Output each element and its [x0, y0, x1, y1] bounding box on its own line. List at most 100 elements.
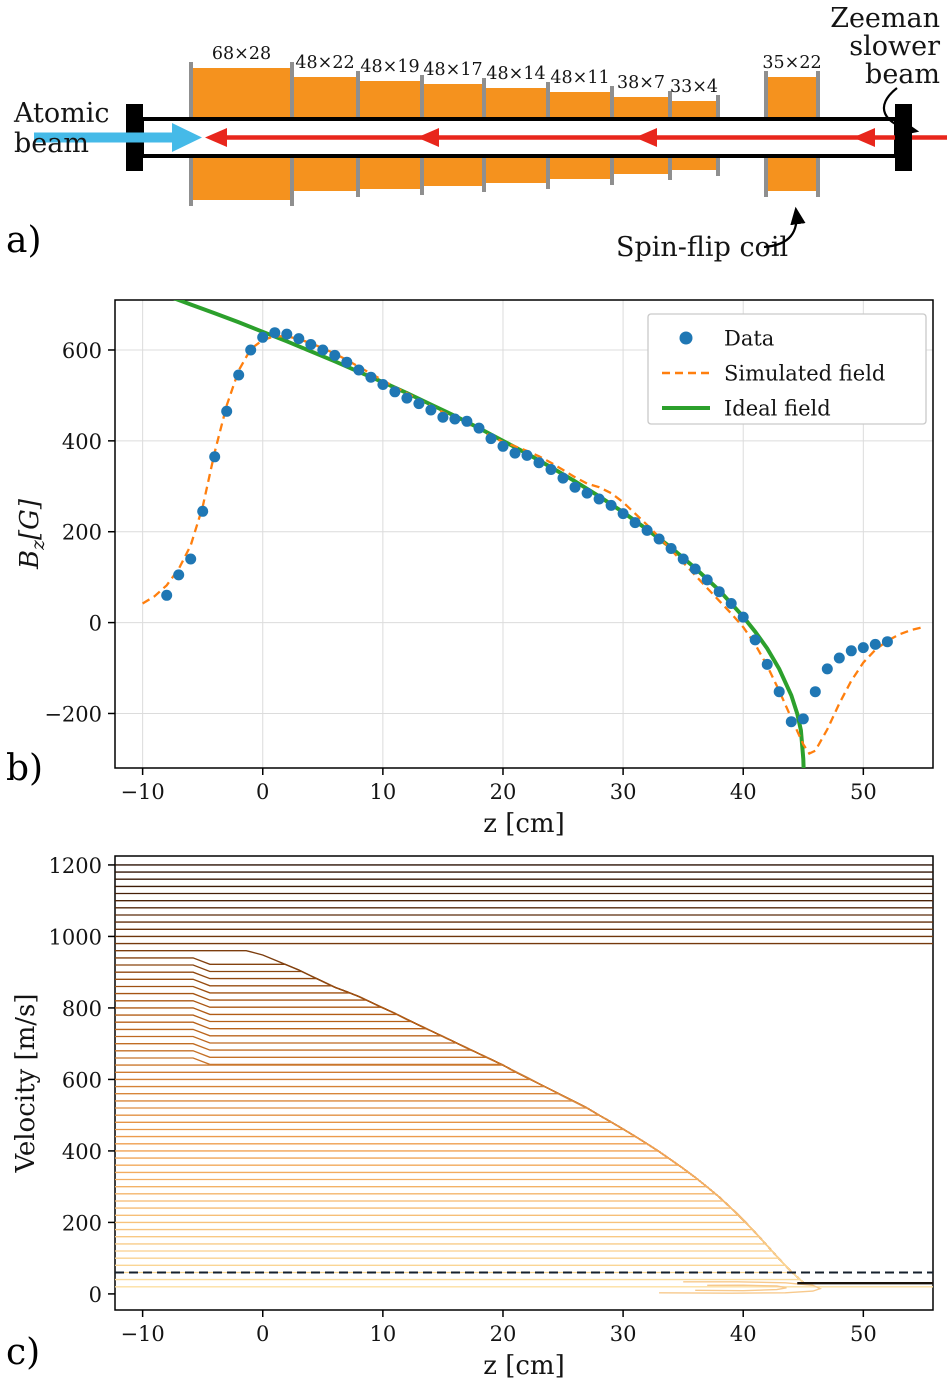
zeeman-beam-label: Zeeman [830, 3, 940, 34]
low-velocity-loop [695, 1284, 787, 1292]
x-tick-label: 10 [369, 780, 396, 804]
coil-size-label: 48×19 [360, 57, 419, 77]
panel-b-label: b) [6, 748, 44, 789]
x-tick-label: 50 [850, 780, 877, 804]
laser-arrowhead [417, 128, 439, 147]
x-tick-label: 20 [490, 780, 517, 804]
zeeman-beam-pointer-arrow [882, 87, 920, 136]
legend-label: Data [724, 327, 774, 351]
spin-flip-pointer-arrow [763, 206, 806, 249]
series-data-points [161, 327, 893, 728]
laser-arrowhead [635, 128, 657, 147]
coil-size-label: 48×22 [295, 53, 354, 73]
trajectory [115, 1085, 933, 1284]
trajectory [115, 1050, 933, 1284]
panel-c-label: c) [6, 1332, 41, 1373]
y-tick-label: 1200 [49, 854, 102, 878]
trajectory-lines [115, 864, 933, 1288]
spin-flip-coil-label: Spin-flip coil [616, 232, 788, 263]
trajectory [115, 1264, 933, 1284]
trajectory [115, 1271, 933, 1284]
trajectory [115, 1100, 933, 1284]
trajectory [115, 1014, 933, 1284]
low-velocity-loop [659, 1281, 822, 1294]
zeeman-beam-label: slower [849, 31, 940, 62]
trajectory [115, 1200, 933, 1284]
velocity-axes: −10 0 10 20 30 40 50 0 200 400 600 800 1000 1200 z [cm… [49, 854, 934, 1381]
y-axis-label: Bz[G] [15, 498, 49, 570]
trajectory [115, 1007, 933, 1284]
coil-size-label: 48×11 [550, 68, 609, 88]
trajectory [115, 1157, 933, 1284]
trajectory [115, 1150, 933, 1284]
laser-arrowhead [853, 128, 875, 147]
trajectory [115, 1171, 933, 1284]
y-tick-label: 400 [62, 1140, 102, 1164]
trajectory [115, 1228, 933, 1284]
y-axis-label: Velocity [m/s] [11, 993, 41, 1173]
coil-size-label: 38×7 [617, 73, 665, 93]
x-tick-label: 30 [610, 1322, 637, 1346]
trajectory [115, 1057, 933, 1284]
x-axis-label: z [cm] [483, 1351, 564, 1381]
panel-a-label: a) [6, 220, 42, 261]
x-tick-label: 40 [730, 1322, 757, 1346]
x-tick-label: 0 [256, 780, 269, 804]
field-series [142, 300, 924, 768]
y-tick-label: 0 [89, 1283, 102, 1307]
y-tick-label: 400 [62, 430, 102, 454]
x-tick-label: 0 [256, 1322, 269, 1346]
coil-size-label: 48×17 [423, 60, 482, 80]
series-simulated-field [142, 335, 924, 755]
trajectory [115, 1193, 933, 1284]
y-tick-label: 800 [62, 997, 102, 1021]
trajectory [115, 1128, 933, 1284]
x-tick-label: 10 [369, 1322, 396, 1346]
trajectory [115, 964, 933, 1284]
legend-label: Ideal field [724, 397, 831, 421]
coil-size-label: 48×14 [486, 64, 545, 84]
trajectory [115, 978, 933, 1284]
field-profile-chart: −10 0 10 20 30 40 50 −200 0 200 400 600 z [cm] Bz[G] D… [15, 299, 934, 839]
panel-b-chart: −10 0 10 20 30 40 50 −200 0 200 400 600 z [cm] Bz[G] D… [0, 268, 949, 842]
coil-size-label: 68×28 [212, 44, 271, 64]
x-tick-label: 30 [610, 780, 637, 804]
atomic-beam-arrowhead [172, 123, 202, 152]
x-tick-label: −10 [120, 1322, 164, 1346]
x-tick-label: 40 [730, 780, 757, 804]
field-axes: −10 0 10 20 30 40 50 −200 0 200 400 600 z [cm] [44, 299, 934, 839]
trajectory [115, 1035, 933, 1284]
y-tick-label: 1000 [49, 925, 102, 949]
y-tick-label: 0 [89, 612, 102, 636]
legend-marker-circle [679, 331, 693, 345]
trajectory [115, 1178, 933, 1284]
y-tick-label: 200 [62, 521, 102, 545]
trajectory [115, 1221, 933, 1284]
x-tick-label: −10 [120, 780, 164, 804]
zeeman-slower-diagram: 68×28 48×22 48×19 48×17 48×14 48×11 38×7 33×4 35… [13, 3, 947, 263]
velocity-trajectories-chart: −10 0 10 20 30 40 50 0 200 400 600 800 1000 1200 z [cm… [11, 854, 934, 1381]
coil-size-label: 35×22 [762, 53, 821, 73]
trajectory [115, 985, 933, 1284]
trajectory [115, 1243, 933, 1284]
x-tick-label: 20 [490, 1322, 517, 1346]
y-tick-label: 600 [62, 1068, 102, 1092]
y-tick-label: 200 [62, 1211, 102, 1235]
trajectory [115, 1121, 933, 1284]
y-tick-label: −200 [44, 702, 102, 726]
panel-a-diagram: 68×28 48×22 48×19 48×17 48×14 48×11 38×7 33×4 35… [0, 0, 949, 272]
trajectory [115, 1078, 933, 1284]
legend: Data Simulated field Ideal field [647, 313, 927, 425]
x-tick-label: 50 [850, 1322, 877, 1346]
y-tick-label: 600 [62, 339, 102, 363]
zeeman-beam-label: beam [865, 59, 940, 90]
legend-label: Simulated field [724, 362, 885, 386]
atomic-beam-label: Atomic [13, 98, 110, 129]
x-axis-label: z [cm] [483, 809, 564, 838]
trajectory [115, 992, 933, 1284]
coil-size-label: 33×4 [670, 77, 718, 97]
atomic-beam-label-2: beam [14, 128, 89, 159]
laser-arrowhead [205, 128, 227, 147]
panel-c-chart: −10 0 10 20 30 40 50 0 200 400 600 800 1000 1200 z [cm… [0, 838, 949, 1391]
